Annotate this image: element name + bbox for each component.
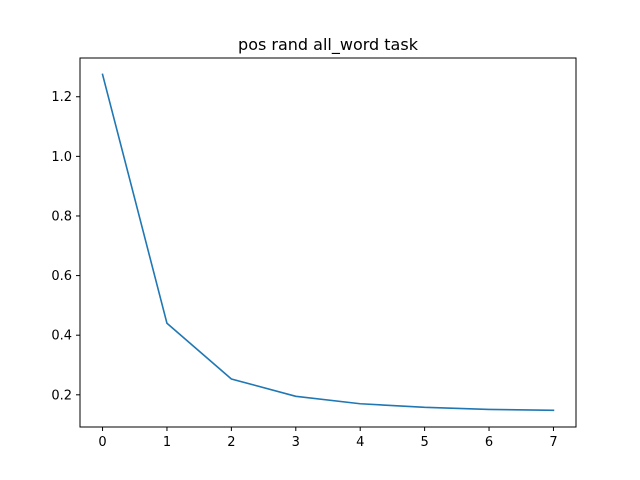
x-tick-label: 6 (485, 435, 493, 450)
x-tick-label: 5 (420, 435, 428, 450)
y-axis: 0.2 0.4 0.6 0.8 1.0 1.2 (51, 90, 80, 403)
chart-title: pos rand all_word task (238, 35, 419, 55)
y-tick-label: 0.6 (51, 269, 72, 284)
x-axis: 0 1 2 3 4 5 6 7 (98, 427, 558, 450)
plot-series (101, 73, 555, 412)
y-tick-label: 0.2 (51, 388, 72, 403)
x-tick-label: 1 (163, 435, 171, 450)
plot-frame (79, 57, 577, 428)
x-tick-label: 2 (227, 435, 235, 450)
x-tick-label: 3 (292, 435, 300, 450)
series-line (101, 73, 555, 412)
y-tick-label: 0.8 (51, 209, 72, 224)
y-tick-label: 1.2 (51, 90, 72, 105)
x-tick-label: 0 (98, 435, 106, 450)
y-tick-label: 1.0 (51, 150, 72, 165)
x-tick-label: 7 (549, 435, 557, 450)
y-tick-label: 0.4 (51, 329, 72, 344)
x-tick-label: 4 (356, 435, 364, 450)
